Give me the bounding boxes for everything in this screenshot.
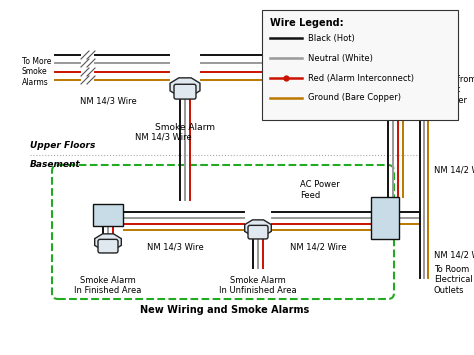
Polygon shape [95,234,121,250]
Text: Smoke Alarm: Smoke Alarm [155,123,215,132]
Text: Feed from
Circuit
Breaker: Feed from Circuit Breaker [434,75,474,105]
Bar [93,204,123,226]
Bar [262,10,458,120]
Text: NM 14/3 Wire: NM 14/3 Wire [80,97,137,106]
Text: NM 14/2 Wire: NM 14/2 Wire [434,165,474,175]
Polygon shape [245,220,271,236]
Text: Neutral (White): Neutral (White) [308,54,373,62]
Text: Wire Legend:: Wire Legend: [270,18,344,28]
Text: Smoke Alarm
In Finished Area: Smoke Alarm In Finished Area [74,276,142,295]
Text: Basement: Basement [30,160,81,169]
Bar [371,197,399,239]
Text: Red (Alarm Interconnect): Red (Alarm Interconnect) [308,73,414,82]
FancyBboxPatch shape [248,225,268,239]
Text: NM 14/2 Wire: NM 14/2 Wire [434,251,474,260]
Text: NM 14/3 Wire: NM 14/3 Wire [146,243,203,252]
Text: New Wiring and Smoke Alarms: New Wiring and Smoke Alarms [140,305,310,315]
Text: AC Power
Feed: AC Power Feed [300,180,340,200]
Text: Upper Floors: Upper Floors [30,141,95,150]
Text: To More
Smoke
Alarms: To More Smoke Alarms [22,57,51,87]
Text: To Room
Electrical
Outlets: To Room Electrical Outlets [434,265,473,295]
Polygon shape [170,78,200,96]
FancyBboxPatch shape [174,84,196,99]
FancyBboxPatch shape [98,239,118,253]
Text: Black (Hot): Black (Hot) [308,33,355,43]
Text: NM 14/2 Wire: NM 14/2 Wire [290,243,346,252]
Text: Smoke Alarm
In Unfinished Area: Smoke Alarm In Unfinished Area [219,276,297,295]
Text: NM 14/3 Wire: NM 14/3 Wire [135,132,192,142]
Text: Ground (Bare Copper): Ground (Bare Copper) [308,93,401,103]
